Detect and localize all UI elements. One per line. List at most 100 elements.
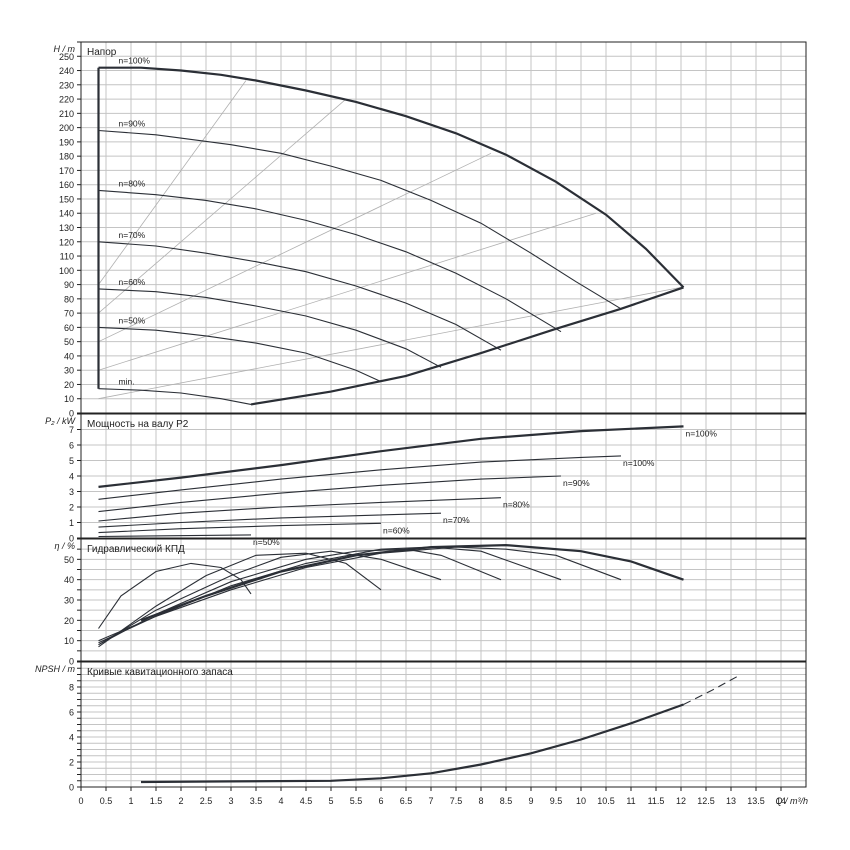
series-label: n=90%	[563, 478, 590, 488]
series-line	[98, 129, 622, 310]
series-label: n=50%	[119, 315, 146, 325]
x-tick-label: 7	[428, 796, 433, 806]
series-line	[98, 534, 252, 538]
series-line	[98, 189, 562, 333]
x-tick-label: 8.5	[500, 796, 513, 806]
x-tick-label: 11.5	[648, 796, 665, 806]
panel-frame	[80, 538, 807, 662]
y-tick-label: 240	[59, 66, 74, 76]
x-tick-label: 2	[178, 796, 183, 806]
series-line	[98, 548, 502, 646]
y-tick-label: 6	[69, 708, 74, 718]
y-tick-label: 0	[69, 409, 74, 419]
x-tick-label: 3	[228, 796, 233, 806]
series-line	[98, 326, 382, 383]
y-tick-label: 5	[69, 456, 74, 466]
panel-title: Напор	[87, 47, 117, 58]
x-tick-label: 2.5	[200, 796, 213, 806]
series-line	[98, 550, 442, 646]
y-tick-label: 50	[64, 337, 74, 347]
y-tick-label: 0	[69, 657, 74, 667]
y-tick-label: 150	[59, 194, 74, 204]
y-tick-label: 3	[69, 487, 74, 497]
y-tick-label: 170	[59, 166, 74, 176]
panel-3: 0 10 20 30 40 50 Гидравлический КПД η / %	[54, 538, 807, 667]
panel-4: 0 2 4 6 8 Кривые кавитационного запаса NPSH / …	[35, 661, 807, 793]
x-tick-label: 4.5	[300, 796, 313, 806]
y-tick-label: 2	[69, 758, 74, 768]
y-tick-label: 70	[64, 309, 74, 319]
iso-line	[98, 212, 597, 371]
y-tick-label: 7	[69, 425, 74, 435]
x-tick-label: 5.5	[350, 796, 363, 806]
series-line	[98, 546, 622, 642]
y-tick-label: 190	[59, 137, 74, 147]
y-axis-label: NPSH / m	[35, 664, 76, 674]
y-tick-label: 140	[59, 209, 74, 219]
series-label: n=50%	[253, 537, 280, 547]
y-tick-label: 30	[64, 596, 74, 606]
series-label: n=80%	[503, 500, 530, 510]
panel-2: 0 1 2 3 4 5 6 7 n=100% n=100% n=90% n=80% n=70% n=60%…	[45, 413, 807, 547]
y-tick-label: 40	[64, 351, 74, 361]
x-tick-label: 6	[378, 796, 383, 806]
series-line	[98, 522, 382, 534]
x-tick-label: 3.5	[250, 796, 263, 806]
y-tick-label: 10	[64, 394, 74, 404]
x-tick-label: 0	[78, 796, 83, 806]
series-line	[98, 546, 562, 644]
series-label: n=60%	[383, 525, 410, 535]
x-tick-label: 11	[626, 796, 635, 806]
series-line	[140, 703, 684, 784]
y-tick-label: 0	[69, 783, 74, 793]
y-tick-label: 160	[59, 180, 74, 190]
x-tick-label: 12	[676, 796, 686, 806]
y-tick-label: 80	[64, 294, 74, 304]
y-tick-label: 110	[60, 252, 74, 262]
series-label: n=100%	[686, 428, 718, 438]
y-tick-label: 20	[64, 616, 74, 626]
x-tick-label: 8	[478, 796, 483, 806]
series-label: n=70%	[443, 515, 470, 525]
iso-line	[98, 98, 347, 314]
series-line	[98, 455, 622, 500]
y-tick-label: 10	[64, 636, 74, 646]
y-tick-label: 200	[59, 123, 74, 133]
x-tick-label: 1.5	[150, 796, 163, 806]
x-tick-label: 13.5	[747, 796, 765, 806]
y-tick-label: 40	[64, 575, 74, 585]
series-label: min.	[119, 377, 135, 387]
series-label: n=60%	[119, 277, 146, 287]
series-line	[98, 388, 252, 405]
series-label: n=100%	[623, 458, 655, 468]
x-tick-label: 12.5	[697, 796, 715, 806]
x-tick-label: 10.5	[597, 796, 615, 806]
y-tick-label: 30	[64, 366, 74, 376]
y-tick-label: 60	[64, 323, 74, 333]
y-axis-label: η / %	[54, 541, 75, 551]
panel-frame	[80, 41, 807, 414]
series-label: n=90%	[119, 118, 146, 128]
x-tick-label: 6.5	[400, 796, 413, 806]
y-tick-label: 220	[59, 95, 74, 105]
series-line	[98, 512, 442, 528]
y-tick-label: 90	[64, 280, 74, 290]
y-axis-label: P₂ / kW	[45, 416, 76, 426]
series-label: n=100%	[119, 56, 151, 66]
series-line	[98, 562, 252, 629]
x-tick-label: 9.5	[550, 796, 563, 806]
x-tick-label: 0.5	[100, 796, 113, 806]
panel-title: Кривые кавитационного запаса	[87, 667, 233, 678]
x-tick-label: 7.5	[450, 796, 463, 806]
y-tick-label: 0	[69, 534, 74, 544]
x-axis-label: Q / m³/h	[775, 796, 808, 806]
x-tick-label: 5	[328, 796, 333, 806]
y-axis-label: H / m	[54, 44, 76, 54]
y-tick-label: 50	[64, 555, 74, 565]
x-tick-label: 1	[128, 796, 133, 806]
iso-line	[98, 152, 492, 343]
series-line	[98, 497, 502, 522]
panel-1: 0 10 20 30 40 50 60 70 80 90 100 110 120 130 140 150 160…	[54, 41, 807, 419]
x-tick-label: 13	[726, 796, 736, 806]
y-tick-label: 100	[59, 266, 74, 276]
